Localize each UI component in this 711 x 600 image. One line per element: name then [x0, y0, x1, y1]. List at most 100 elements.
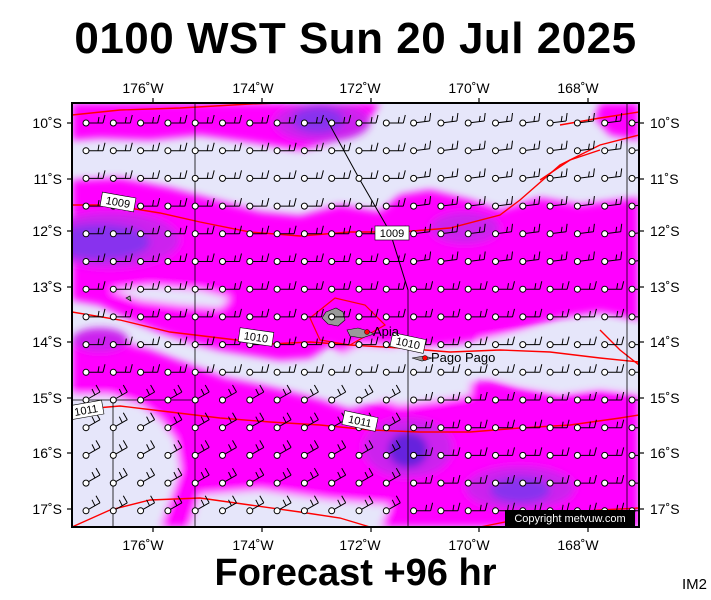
wind-station-dot: [601, 285, 609, 293]
map-frame: [71, 102, 640, 528]
place-pago-pago: Pago Pago: [422, 350, 495, 365]
isobar-label: 1010: [395, 336, 421, 353]
wind-station-dot: [355, 341, 363, 349]
lat-label-left: 11˚S: [33, 171, 62, 187]
wind-station-dot: [300, 147, 308, 155]
wind-station-dot: [273, 424, 281, 432]
wind-station-dot: [219, 424, 226, 432]
wind-station-dot: [219, 507, 226, 515]
wind-station-dot: [546, 341, 554, 349]
wind-station-dot: [492, 230, 499, 238]
wind-station-dot: [382, 147, 390, 155]
wind-station-dot: [519, 341, 527, 349]
wind-station-dot: [546, 119, 554, 127]
longitude-labels-bottom: 176˚W 174˚W 172˚W 170˚W 168˚W: [122, 537, 599, 553]
wind-station-dot: [573, 396, 581, 404]
wind-station-dot: [628, 341, 636, 349]
wind-station-dot: [410, 147, 418, 155]
wind-station-dot: [328, 341, 336, 349]
wind-station-dot: [601, 396, 609, 404]
wind-station-dot: [410, 174, 418, 182]
wind-station-dot: [137, 341, 145, 349]
rain-heavy-westmid: [72, 328, 128, 352]
wind-station-dot: [464, 285, 472, 293]
wind-station-dot: [109, 424, 117, 432]
wind-station-dot: [355, 396, 363, 404]
wind-station-dot: [437, 424, 445, 432]
wind-station-dot: [382, 285, 390, 293]
wind-station-dot: [109, 147, 117, 155]
wind-station-dot: [164, 368, 172, 376]
wind-station-dot: [164, 424, 172, 432]
wind-station-dot: [464, 451, 472, 459]
map-title: 0100 WST Sun 20 Jul 2025: [74, 14, 637, 63]
wind-station-dot: [464, 341, 472, 349]
lat-label-right: 15˚S: [650, 390, 680, 406]
isobar-label: 1010: [243, 330, 269, 345]
wind-station-dot: [109, 285, 117, 293]
wind-station-dot: [191, 258, 199, 265]
lon-label-top: 170˚W: [448, 80, 490, 96]
wind-station-dot: [573, 174, 581, 182]
wind-station-dot: [246, 202, 254, 210]
wind-station-dot: [573, 285, 581, 293]
wind-station-dot: [137, 313, 145, 321]
wind-station-dot: [328, 230, 336, 238]
wind-station-dot: [355, 230, 363, 238]
wind-station-dot: [382, 174, 390, 182]
wind-station-dot: [164, 479, 172, 487]
wind-station-dot: [492, 396, 499, 404]
wind-station-dot: [382, 341, 390, 349]
wind-station-dot: [246, 313, 254, 321]
lon-label-bottom: 176˚W: [122, 537, 164, 553]
isobar-label: 1009: [105, 195, 131, 211]
wind-station-dot: [164, 285, 172, 293]
wind-station-dot: [382, 507, 390, 515]
wind-station-dot: [628, 451, 636, 459]
wind-station-dot: [273, 507, 281, 515]
wind-station-dot: [546, 313, 554, 321]
wind-station-dot: [546, 424, 554, 432]
wind-station-dot: [437, 451, 445, 459]
wind-station-dot: [246, 258, 254, 265]
wind-station-dot: [382, 258, 390, 265]
wind-station-dot: [382, 451, 390, 459]
wind-station-dot: [573, 313, 581, 321]
wind-station-dot: [300, 285, 308, 293]
wind-station-dot: [137, 285, 145, 293]
islet-west: [125, 295, 132, 302]
wind-station-dot: [273, 174, 281, 182]
rain-layer: 1009 1009 1010 1010 1011 1011 Apia Pago …: [72, 103, 639, 527]
wind-station-dot: [137, 174, 145, 182]
wind-station-dot: [492, 202, 499, 210]
wind-station-dot: [137, 507, 145, 515]
wind-station-dot: [300, 230, 308, 238]
wind-station-dot: [519, 202, 527, 210]
wind-station-dot: [82, 230, 90, 238]
wind-station-dot: [300, 313, 308, 321]
wind-station-dot: [410, 424, 418, 432]
lat-label-right: 14˚S: [650, 334, 680, 350]
wind-station-dot: [300, 507, 308, 515]
place-label-apia: Apia: [373, 324, 400, 339]
copyright-text: Copyright metvuw.com: [514, 513, 625, 525]
wind-station-dot: [328, 396, 336, 404]
wind-station-dot: [355, 258, 363, 265]
wind-station-dot: [437, 396, 445, 404]
wind-station-dot: [410, 451, 418, 459]
wind-station-dot: [437, 479, 445, 487]
wind-station-dot: [437, 507, 445, 515]
wind-station-dot: [601, 341, 609, 349]
wind-station-dot: [519, 396, 527, 404]
wind-station-dot: [492, 285, 499, 293]
wind-station-dot: [546, 368, 554, 376]
place-apia: Apia: [364, 324, 400, 339]
lat-label-right: 16˚S: [650, 445, 680, 461]
wind-station-dot: [273, 479, 281, 487]
wind-station-dot: [137, 230, 145, 238]
wind-station-dot: [328, 202, 336, 210]
wind-station-dot: [191, 507, 199, 515]
wind-station-dot: [219, 396, 226, 404]
wind-station-dot: [219, 147, 226, 155]
wind-station-dot: [546, 479, 554, 487]
